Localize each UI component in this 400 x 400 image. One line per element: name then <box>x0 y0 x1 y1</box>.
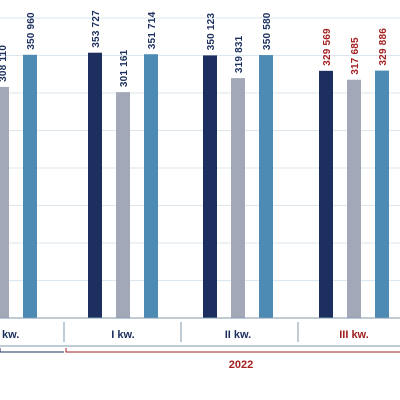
bars <box>0 52 389 319</box>
value-label: 301 161 <box>119 49 130 87</box>
bar-gray <box>231 78 245 319</box>
category-label: III kw. <box>339 329 369 341</box>
bar-gray <box>347 79 361 318</box>
value-label: 350 960 <box>26 12 37 50</box>
value-label: 308 110 <box>0 45 9 82</box>
bar-dark <box>88 52 102 319</box>
bar-blue <box>375 70 389 318</box>
year-label: 2022 <box>229 359 253 371</box>
value-label: 319 831 <box>234 35 245 73</box>
bar-blue <box>259 55 273 318</box>
bar-gray <box>0 86 9 318</box>
bar-blue <box>23 54 37 318</box>
prev-year-bracket <box>0 348 64 353</box>
year-bracket <box>65 348 400 353</box>
category-label: kw. <box>2 329 19 341</box>
value-labels: 353 727 350 123 329 569 308 110 301 161 319 8… <box>0 10 389 87</box>
bar-gray <box>116 92 130 319</box>
category-label: I kw. <box>111 329 134 341</box>
value-label: 329 569 <box>322 28 333 66</box>
bar-dark <box>203 55 217 319</box>
value-label: 329 886 <box>378 28 389 66</box>
value-label: 317 685 <box>350 37 361 75</box>
x-axis: kw. I kw. II kw. III kw. 2022 <box>0 317 400 371</box>
grid-lines <box>0 17 400 319</box>
value-label: 353 727 <box>91 10 102 48</box>
bar-blue <box>144 54 158 318</box>
value-label: 351 714 <box>147 11 158 49</box>
category-label: II kw. <box>225 329 252 341</box>
value-label: 350 123 <box>206 13 217 51</box>
value-label: 350 580 <box>262 12 273 50</box>
bar-dark <box>319 70 333 319</box>
